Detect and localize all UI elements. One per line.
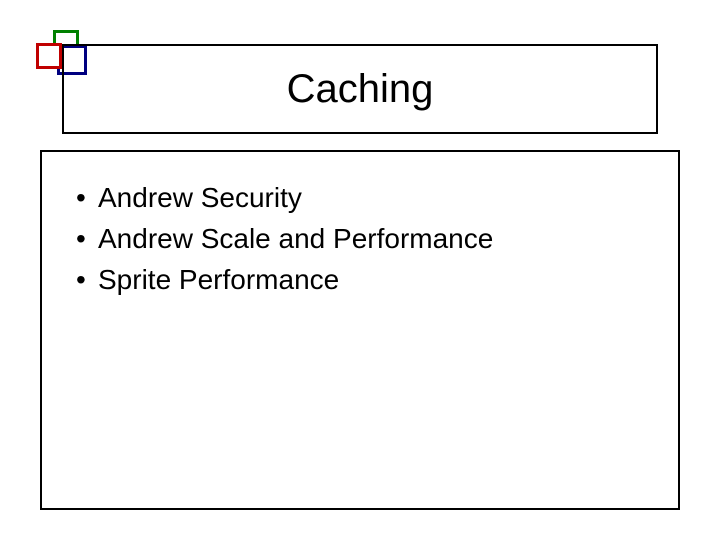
slide-title: Caching bbox=[287, 67, 434, 112]
square-red-icon bbox=[36, 43, 62, 69]
list-item: Andrew Scale and Performance bbox=[72, 219, 648, 258]
list-item: Sprite Performance bbox=[72, 260, 648, 299]
slide: Caching Andrew Security Andrew Scale and… bbox=[0, 0, 720, 540]
title-container: Caching bbox=[62, 44, 658, 134]
list-item: Andrew Security bbox=[72, 178, 648, 217]
body-container: Andrew Security Andrew Scale and Perform… bbox=[40, 150, 680, 510]
bullet-list: Andrew Security Andrew Scale and Perform… bbox=[72, 178, 648, 300]
